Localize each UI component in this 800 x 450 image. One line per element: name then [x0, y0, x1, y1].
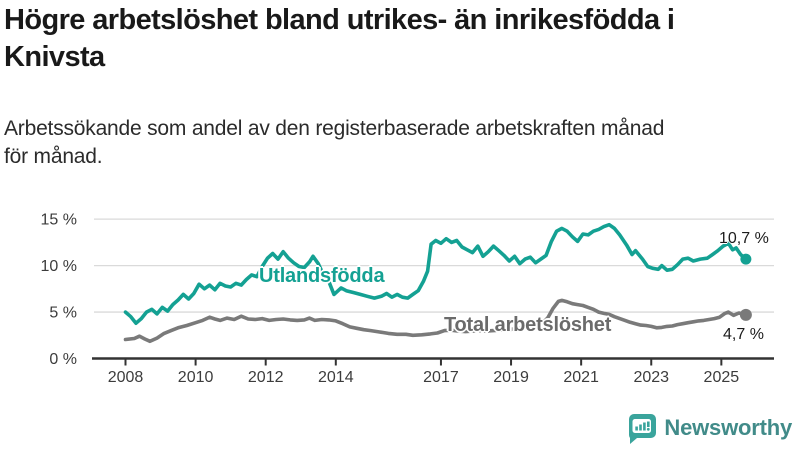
y-tick-label: 15 %: [41, 212, 77, 229]
x-tick-label: 2021: [563, 369, 599, 386]
y-tick-label: 5 %: [49, 305, 77, 322]
end-value-label-utlandsfodda: 10,7 %: [719, 230, 769, 247]
x-tick-label: 2008: [108, 369, 144, 386]
logo-bar-3: [643, 422, 647, 431]
end-value-label-total: 4,7 %: [723, 326, 764, 343]
series-label-total-arbetsloshet: Total arbetslöshet: [444, 314, 612, 336]
x-tick-label: 2025: [704, 369, 740, 386]
newsworthy-logo: Newsworthy: [626, 412, 792, 444]
logo-exclamation-bar: [647, 421, 651, 427]
newsworthy-wordmark: Newsworthy: [664, 415, 792, 440]
x-tick-label: 2014: [318, 369, 354, 386]
x-tick-label: 2017: [423, 369, 459, 386]
logo-exclamation-dot: [647, 427, 651, 431]
newsworthy-logo-icon: [629, 414, 657, 444]
page-subtitle: Arbetssökande som andel av den registerb…: [4, 117, 665, 168]
series-end-dot-total: [739, 308, 752, 321]
logo-bar-1: [635, 426, 639, 431]
series-end-dot-utlandsfodda: [740, 253, 752, 265]
y-tick-label: 0 %: [49, 351, 77, 368]
x-tick-label: 2023: [633, 369, 669, 386]
x-tick-label: 2019: [493, 369, 529, 386]
x-tick-label: 2012: [248, 369, 284, 386]
y-tick-label: 10 %: [41, 258, 77, 275]
logo-bar-2: [639, 424, 643, 431]
page-title: Högre arbetslöshet bland utrikes- än inr…: [4, 4, 675, 73]
series-line-utlandsfodda: [123, 222, 748, 326]
x-tick-label: 2010: [178, 369, 214, 386]
series-label-utlandsfodda: Utlandsfödda: [259, 265, 385, 287]
series-line-total: [123, 298, 748, 344]
